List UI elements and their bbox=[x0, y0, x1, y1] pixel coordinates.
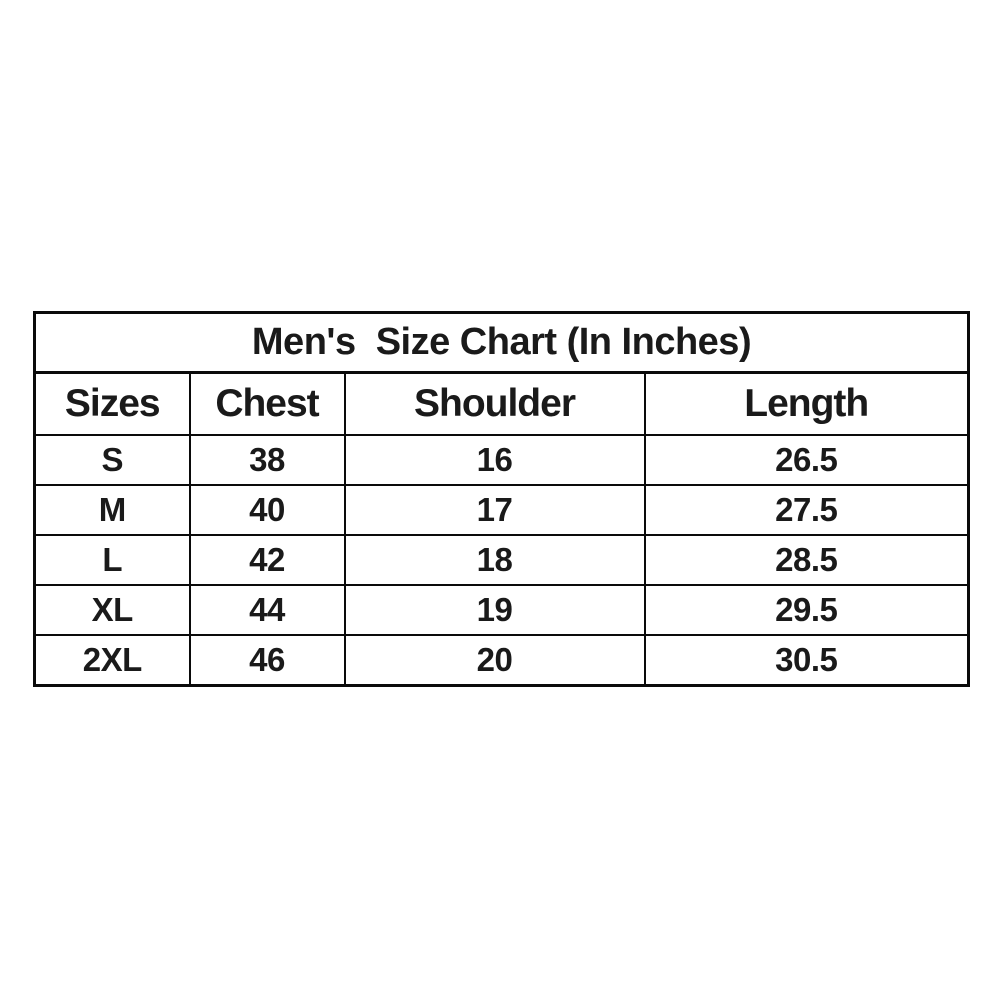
table-row-2xl: 2XL 46 20 30.5 bbox=[33, 634, 970, 687]
table-header-row: Sizes Chest Shoulder Length bbox=[33, 371, 970, 436]
length-cell: 26.5 bbox=[643, 434, 970, 486]
table-title-row: Men's Size Chart (In Inches) bbox=[33, 311, 970, 374]
shoulder-cell: 16 bbox=[343, 434, 646, 486]
size-cell: XL bbox=[33, 584, 191, 636]
mens-size-chart-table: Men's Size Chart (In Inches) Sizes Chest… bbox=[33, 311, 970, 687]
table-row-l: L 42 18 28.5 bbox=[33, 534, 970, 586]
length-cell: 28.5 bbox=[643, 534, 970, 586]
shoulder-cell: 18 bbox=[343, 534, 646, 586]
table-row-s: S 38 16 26.5 bbox=[33, 434, 970, 486]
length-cell: 27.5 bbox=[643, 484, 970, 536]
length-cell: 29.5 bbox=[643, 584, 970, 636]
size-cell: 2XL bbox=[33, 634, 191, 687]
column-header-sizes: Sizes bbox=[33, 371, 191, 436]
size-cell: L bbox=[33, 534, 191, 586]
size-cell: S bbox=[33, 434, 191, 486]
column-header-length: Length bbox=[643, 371, 970, 436]
length-cell: 30.5 bbox=[643, 634, 970, 687]
chest-cell: 46 bbox=[188, 634, 346, 687]
column-header-shoulder: Shoulder bbox=[343, 371, 646, 436]
chest-cell: 40 bbox=[188, 484, 346, 536]
column-header-chest: Chest bbox=[188, 371, 346, 436]
table-title: Men's Size Chart (In Inches) bbox=[33, 311, 970, 374]
size-cell: M bbox=[33, 484, 191, 536]
chest-cell: 38 bbox=[188, 434, 346, 486]
table-row-m: M 40 17 27.5 bbox=[33, 484, 970, 536]
shoulder-cell: 20 bbox=[343, 634, 646, 687]
shoulder-cell: 19 bbox=[343, 584, 646, 636]
chest-cell: 42 bbox=[188, 534, 346, 586]
chest-cell: 44 bbox=[188, 584, 346, 636]
shoulder-cell: 17 bbox=[343, 484, 646, 536]
table-row-xl: XL 44 19 29.5 bbox=[33, 584, 970, 636]
